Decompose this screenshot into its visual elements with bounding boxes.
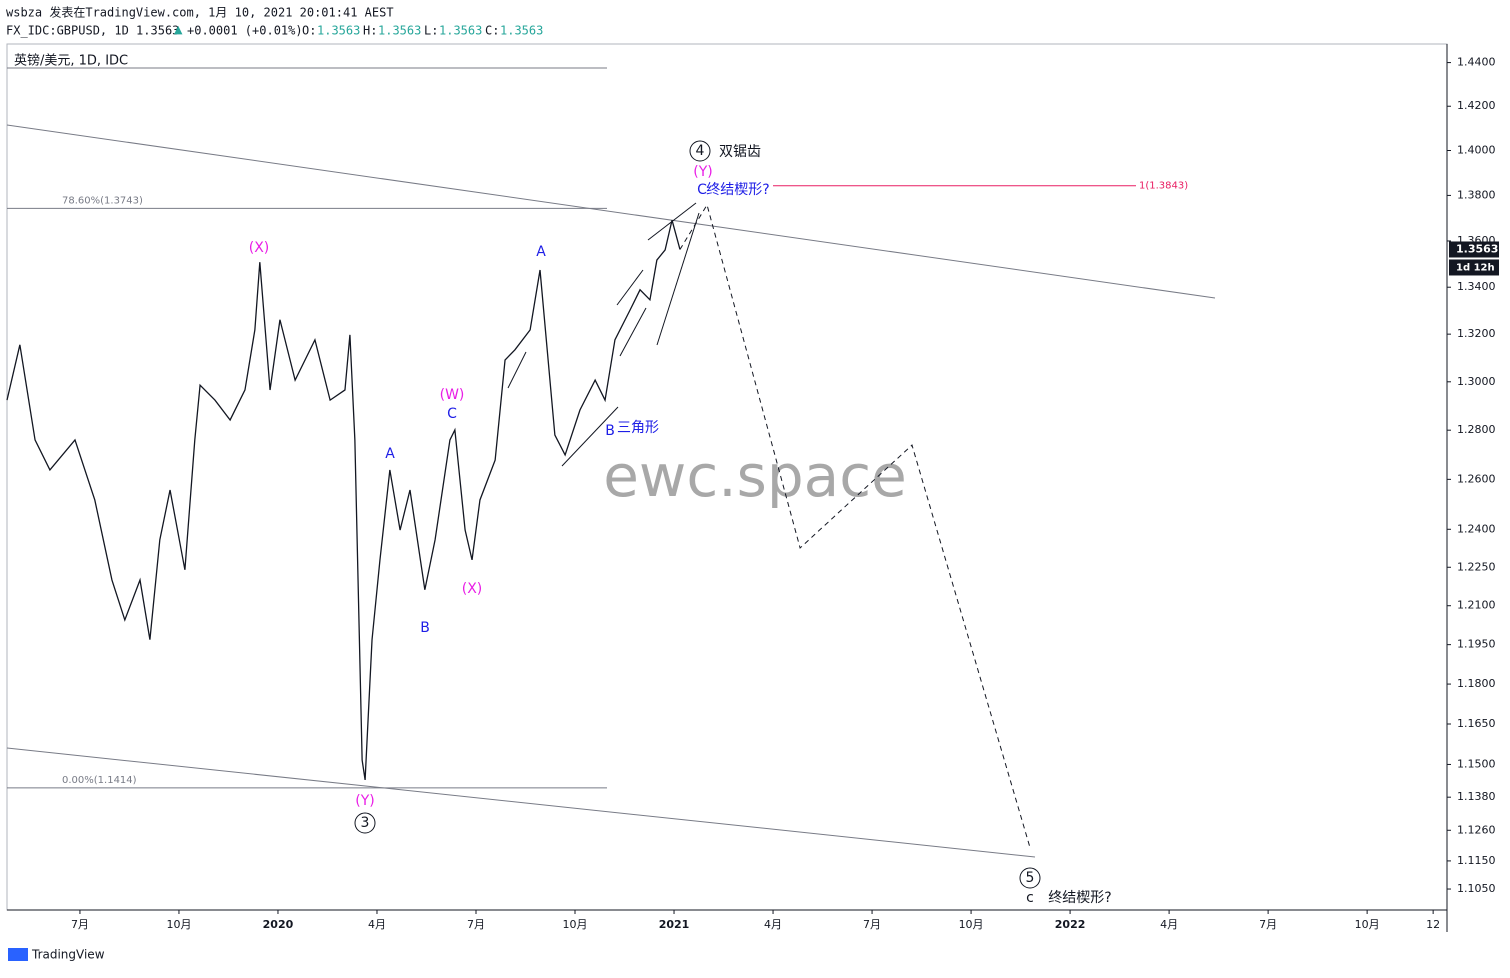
projection-line — [679, 203, 1031, 849]
y-tick-label: 1.1950 — [1457, 638, 1496, 651]
x-tick-label: 7月 — [467, 918, 485, 931]
logo-mark — [8, 948, 28, 961]
wave-label: 三角形 — [617, 420, 659, 436]
y-tick-label: 1.1650 — [1457, 717, 1496, 730]
channel-line — [6, 747, 1036, 858]
countdown-label: 1d 12h — [1456, 262, 1495, 273]
y-tick-label: 1.4000 — [1457, 144, 1496, 157]
wave-label: (Y) — [355, 793, 374, 809]
header-line: wsbza 发表在TradingView.com, 1月 10, 2021 20… — [6, 5, 394, 20]
x-tick-label: 4月 — [368, 918, 386, 931]
wave-label: (X) — [249, 240, 270, 256]
fib-label: 78.60%(1.3743) — [62, 195, 143, 206]
wave-label: 终结楔形? — [1048, 890, 1111, 906]
wave-circle — [1019, 867, 1041, 889]
ohlc-label: H: — [363, 24, 377, 38]
y-tick-label: 1.3000 — [1457, 375, 1496, 388]
target-label: 1(1.3843) — [1139, 181, 1188, 192]
x-tick-label: 4月 — [1160, 918, 1178, 931]
y-tick-label: 1.3400 — [1457, 280, 1496, 293]
wave-label: 双锯齿 — [719, 144, 761, 160]
y-tick-label: 1.1260 — [1457, 823, 1496, 836]
wave-label: (X) — [462, 581, 483, 597]
x-tick-label: 7月 — [863, 918, 881, 931]
y-tick-label: 1.2400 — [1457, 522, 1496, 535]
wave-label: 5 — [1026, 870, 1035, 886]
wave-label: 3 — [361, 815, 370, 831]
symbol: FX_IDC:GBPUSD, 1D 1.3563 — [6, 24, 179, 38]
change: +0.0001 (+0.01%) — [187, 24, 303, 38]
y-tick-label: 1.2100 — [1457, 599, 1496, 612]
ohlc-value: 1.3563 — [378, 24, 421, 38]
x-tick-label: 10月 — [959, 918, 984, 931]
wave-circle — [354, 812, 376, 834]
x-tick-label: 7月 — [1259, 918, 1277, 931]
footer-logo: TradingView — [31, 948, 105, 962]
wave-label: B — [420, 620, 430, 636]
x-tick-label: 10月 — [1355, 918, 1380, 931]
y-tick-label: 1.2250 — [1457, 560, 1496, 573]
wave-label: (W) — [440, 387, 465, 403]
y-tick-label: 1.4200 — [1457, 99, 1496, 112]
ohlc-value: 1.3563 — [317, 24, 360, 38]
up-arrow: ▲ — [174, 23, 183, 36]
price-line — [6, 219, 681, 781]
y-tick-label: 1.1800 — [1457, 677, 1496, 690]
ohlc-label: L: — [424, 24, 438, 38]
x-tick-label: 2020 — [263, 918, 294, 931]
y-tick-label: 1.1500 — [1457, 757, 1496, 770]
wave-label: 4 — [696, 143, 705, 159]
x-tick-label: 12 — [1426, 918, 1440, 931]
fib-label: 0.00%(1.1414) — [62, 775, 137, 786]
watermark: ewc.space — [603, 442, 907, 510]
x-tick-label: 2022 — [1055, 918, 1086, 931]
wave-label: c — [1026, 890, 1034, 906]
ohlc-label: O: — [302, 24, 316, 38]
channel-line — [6, 124, 1216, 299]
wave-label: (Y) — [693, 164, 712, 180]
y-tick-label: 1.1150 — [1457, 854, 1496, 867]
wave-label: C — [447, 406, 457, 422]
y-tick-label: 1.4400 — [1457, 56, 1496, 69]
y-tick-label: 1.3800 — [1457, 188, 1496, 201]
plot-frame — [6, 43, 1448, 911]
wave-circle — [689, 140, 711, 162]
ohlc-value: 1.3563 — [439, 24, 482, 38]
y-tick-label: 1.2800 — [1457, 423, 1496, 436]
wave-label: 终结楔形? — [706, 182, 769, 198]
x-tick-label: 7月 — [71, 918, 89, 931]
ohlc-label: C: — [485, 24, 499, 38]
x-tick-label: 10月 — [563, 918, 588, 931]
wave-label: C — [697, 182, 707, 198]
y-tick-label: 1.1380 — [1457, 790, 1496, 803]
last-price-box — [1449, 241, 1499, 258]
wave-label: A — [536, 244, 546, 260]
y-tick-label: 1.2600 — [1457, 472, 1496, 485]
y-tick-label: 1.1050 — [1457, 882, 1496, 895]
x-tick-label: 10月 — [166, 918, 191, 931]
legend: 英镑/美元, 1D, IDC — [14, 53, 128, 69]
y-tick-label: 1.3200 — [1457, 327, 1496, 340]
last-price-label: 1.3563 — [1456, 242, 1498, 255]
wave-label: B — [605, 423, 615, 439]
wedge-lines — [507, 202, 700, 467]
countdown-box — [1449, 259, 1499, 276]
wave-label: A — [385, 446, 395, 462]
x-tick-label: 2021 — [659, 918, 690, 931]
x-tick-label: 4月 — [764, 918, 782, 931]
ohlc-value: 1.3563 — [500, 24, 543, 38]
